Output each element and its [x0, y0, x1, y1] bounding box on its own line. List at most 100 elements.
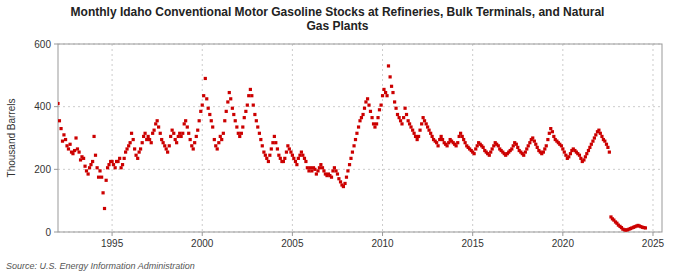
point: [152, 129, 155, 132]
point: [283, 157, 286, 160]
point: [79, 158, 82, 161]
point: [156, 119, 159, 122]
point: [171, 129, 174, 132]
point: [238, 135, 241, 138]
point: [249, 88, 252, 91]
point: [563, 151, 566, 154]
point: [546, 138, 549, 141]
point: [178, 132, 181, 135]
point: [482, 146, 485, 149]
point: [411, 129, 414, 132]
point: [352, 144, 355, 147]
point: [279, 157, 282, 160]
point: [85, 169, 88, 172]
point: [382, 88, 385, 91]
point: [219, 135, 222, 138]
point: [321, 166, 324, 169]
point: [204, 77, 207, 80]
point: [246, 104, 249, 107]
point: [459, 132, 462, 135]
y-tick: [54, 44, 58, 45]
point: [390, 85, 393, 88]
point: [318, 166, 321, 169]
point: [145, 138, 148, 141]
point: [208, 113, 211, 116]
point: [250, 94, 253, 97]
grid-line-x: [652, 44, 653, 232]
point: [394, 107, 397, 110]
point: [112, 163, 115, 166]
point: [162, 141, 165, 144]
point: [129, 141, 132, 144]
point: [412, 132, 415, 135]
point: [590, 143, 593, 146]
x-axis: 1995200020052010201520202025: [101, 232, 665, 249]
point: [168, 144, 171, 147]
point: [491, 147, 494, 150]
point: [569, 152, 572, 155]
point: [259, 138, 262, 141]
point: [228, 91, 231, 94]
point: [270, 147, 273, 150]
grid-line-x: [382, 44, 383, 232]
y-tick-label: 200: [34, 164, 51, 175]
point: [77, 151, 80, 154]
x-tick-label: 2025: [642, 238, 665, 249]
point: [342, 185, 345, 188]
point: [515, 143, 518, 146]
y-axis: 0200400600: [34, 39, 58, 238]
point: [121, 163, 124, 166]
point: [385, 94, 388, 97]
x-tick: [202, 232, 203, 236]
point: [172, 132, 175, 135]
point: [543, 147, 546, 150]
point: [440, 135, 443, 138]
point: [527, 144, 530, 147]
point: [322, 169, 325, 172]
point: [252, 104, 255, 107]
point: [147, 135, 150, 138]
point: [192, 147, 195, 150]
x-tick: [292, 232, 293, 236]
point: [127, 144, 130, 147]
point: [189, 138, 192, 141]
point: [195, 135, 198, 138]
point: [133, 147, 136, 150]
point: [489, 151, 492, 154]
point: [87, 172, 90, 175]
point: [608, 151, 611, 154]
point: [315, 172, 318, 175]
point: [418, 129, 421, 132]
point: [454, 144, 457, 147]
point: [264, 154, 267, 157]
point: [409, 125, 412, 128]
point: [217, 141, 220, 144]
point: [464, 141, 467, 144]
point: [166, 151, 169, 154]
point: [61, 140, 64, 143]
point: [331, 169, 334, 172]
point: [130, 132, 133, 135]
point: [426, 125, 429, 128]
point: [436, 144, 439, 147]
point: [600, 135, 603, 138]
point: [379, 104, 382, 107]
point: [319, 163, 322, 166]
point: [225, 110, 228, 113]
point: [510, 147, 513, 150]
grid-line-x: [472, 44, 473, 232]
point: [235, 125, 238, 128]
point: [138, 151, 141, 154]
point: [76, 147, 79, 150]
point: [599, 132, 602, 135]
point: [114, 166, 117, 169]
point: [458, 135, 461, 138]
point: [67, 147, 70, 150]
point: [593, 136, 596, 139]
x-tick-label: 2010: [371, 238, 394, 249]
point: [587, 149, 590, 152]
point: [345, 176, 348, 179]
point: [387, 64, 390, 67]
point: [531, 136, 534, 139]
point: [548, 132, 551, 135]
